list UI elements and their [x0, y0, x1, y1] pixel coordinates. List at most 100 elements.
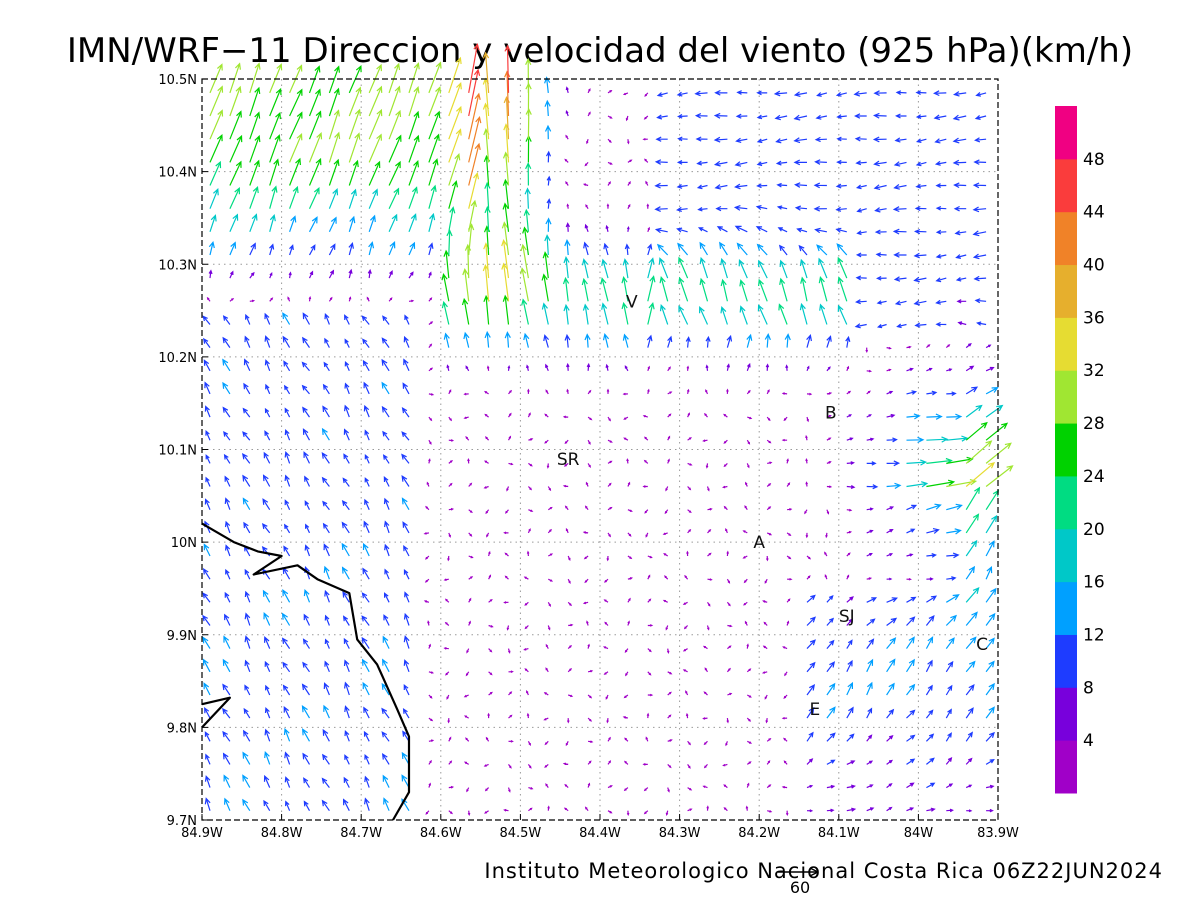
wind-vector [205, 430, 211, 441]
wind-vector [388, 270, 393, 279]
wind-vector [794, 182, 808, 188]
wind-vector [955, 277, 967, 282]
wind-vector [664, 509, 669, 515]
lon-tick-label: 84.5W [499, 826, 541, 841]
wind-vector [348, 86, 362, 117]
wind-vector [428, 133, 440, 163]
wind-vector [723, 462, 728, 468]
wind-vector [527, 741, 531, 747]
wind-vector [713, 136, 728, 143]
wind-vector [755, 226, 768, 233]
wind-vector [965, 343, 972, 349]
wind-vector [785, 364, 789, 371]
wind-vector [985, 422, 1009, 441]
wind-vector [428, 759, 432, 765]
wind-vector [428, 321, 434, 325]
wind-vector [666, 648, 670, 655]
wind-vector [726, 578, 731, 584]
wind-vector [463, 694, 469, 698]
axis-tick-labels: 84.9W 84.8W 84.7W 84.6W 84.5W 84.4W 84.3W 84.2W… [158, 73, 1019, 841]
wind-vector [301, 704, 311, 719]
wind-vector [344, 314, 350, 325]
wind-vector [448, 206, 456, 232]
wind-vector [322, 753, 330, 765]
wind-vector [607, 810, 613, 814]
wind-vector [242, 407, 251, 418]
wind-vector [448, 389, 452, 395]
wind-vector [985, 660, 995, 673]
wind-vector [282, 566, 291, 580]
wind-vector [876, 275, 887, 281]
wind-vector [906, 807, 915, 812]
wind-vector [223, 453, 231, 464]
wind-vector [225, 544, 231, 557]
wind-vector [448, 507, 455, 511]
wind-vector [846, 530, 853, 534]
wind-vector [444, 598, 450, 603]
wind-vector [826, 661, 836, 673]
wind-vector [567, 668, 572, 673]
wind-vector [388, 134, 402, 163]
wind-vector [565, 134, 569, 140]
wind-vector [806, 639, 816, 650]
wind-vector [846, 574, 850, 580]
wind-vector [323, 565, 330, 580]
wind-vector [945, 637, 955, 649]
wind-vector [626, 810, 630, 817]
wind-vector [837, 276, 848, 302]
wind-vector [866, 437, 875, 442]
wind-vector [341, 521, 350, 534]
wind-vector [242, 774, 251, 788]
wind-vector [826, 437, 832, 441]
wind-vector [303, 777, 311, 788]
wind-vector [926, 595, 938, 603]
wind-vector [384, 520, 390, 534]
wind-vector [926, 436, 949, 443]
wind-vector [824, 551, 828, 557]
wind-vector [816, 92, 828, 97]
wind-vector [678, 276, 689, 302]
wind-vector [686, 550, 689, 557]
wind-vector [343, 659, 350, 673]
wind-vector [607, 736, 611, 742]
wind-vector [779, 259, 788, 279]
wind-vector [723, 505, 728, 511]
wind-vector [894, 137, 907, 143]
wind-vector [548, 553, 554, 557]
wind-vector [582, 531, 589, 534]
wind-vector [202, 614, 211, 626]
lat-tick-label: 10.4N [158, 166, 197, 181]
wind-vector [408, 110, 420, 140]
wind-vector [448, 81, 462, 117]
lat-tick-label: 10.5N [158, 73, 197, 88]
place-label: E [810, 700, 821, 720]
wind-vector [587, 88, 591, 94]
wind-vector [368, 133, 382, 163]
wind-vector [707, 578, 713, 581]
wind-vector [686, 365, 690, 371]
wind-vector [544, 413, 549, 418]
wind-vector [794, 205, 808, 211]
wind-vector [528, 438, 534, 441]
wind-vector [222, 406, 231, 418]
wind-vector [249, 242, 256, 256]
wind-vector [886, 617, 898, 626]
wind-vector [945, 708, 952, 719]
wind-vector [647, 257, 655, 279]
wind-vector [826, 485, 833, 489]
wind-vector [766, 532, 773, 536]
wind-vector [446, 694, 450, 700]
wind-vector [586, 139, 589, 145]
wind-vector [563, 807, 569, 812]
wind-vector [289, 157, 301, 186]
wind-vector [707, 601, 711, 607]
wind-vector [301, 683, 311, 696]
wind-vector [425, 555, 430, 560]
wind-vector [895, 113, 907, 119]
wind-vector [362, 359, 370, 372]
wind-vector [562, 484, 569, 488]
wind-vector [965, 684, 975, 696]
wind-vector [526, 689, 529, 696]
wind-vector [906, 413, 921, 420]
